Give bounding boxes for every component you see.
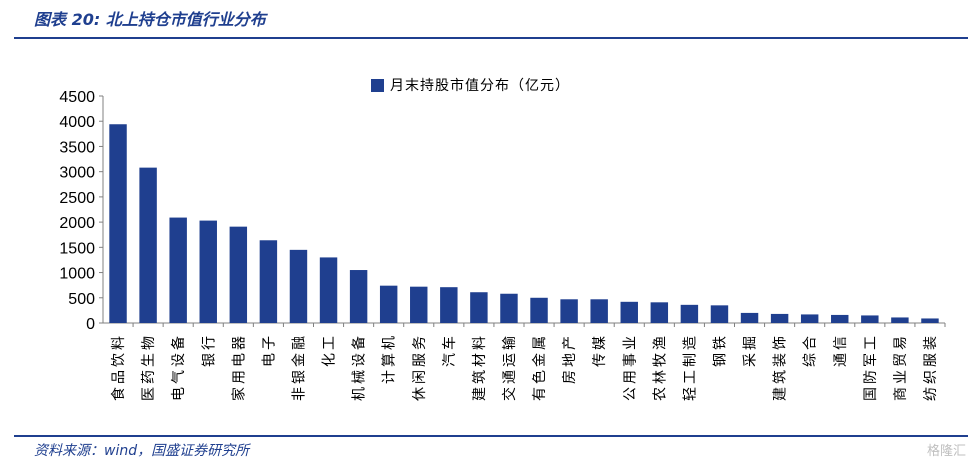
x-tick-label: 房地产 [562, 333, 578, 384]
x-tick-label: 汽车 [441, 333, 458, 367]
bar [470, 292, 488, 323]
x-tick-label: 公用事业 [622, 333, 638, 401]
bar [319, 257, 338, 323]
x-tick-label: 轻工制造 [682, 333, 698, 401]
bar [861, 315, 879, 323]
bar [891, 317, 909, 323]
bar [650, 302, 669, 323]
x-tick-label: 农林牧渔 [652, 333, 668, 401]
bar [831, 314, 849, 323]
bar [530, 297, 548, 323]
bar [259, 240, 278, 323]
x-tick-label: 化工 [322, 333, 338, 367]
bar [109, 124, 127, 323]
bar [349, 270, 368, 323]
x-tick-label: 商业贸易 [893, 333, 909, 401]
x-tick-label: 交通运输 [501, 333, 518, 401]
chart-legend: 月末持股市值分布（亿元） [371, 75, 570, 95]
y-tick-label: 1000 [59, 266, 95, 283]
y-tick-label: 500 [68, 291, 95, 308]
bar [379, 285, 398, 323]
x-tick-label: 机械设备 [351, 333, 368, 401]
bar [800, 314, 819, 323]
bar [199, 220, 217, 323]
bar [410, 286, 428, 323]
y-tick-label: 3500 [59, 139, 95, 156]
watermark: 格隆汇 [926, 444, 966, 459]
bar [680, 304, 699, 323]
legend-swatch [371, 78, 384, 92]
footer-rule [14, 435, 968, 437]
x-tick-label: 电子 [261, 333, 277, 367]
y-tick-label: 2000 [59, 215, 95, 232]
x-tick-label: 建筑装饰 [773, 333, 789, 401]
x-tick-label: 计算机 [382, 333, 398, 384]
source-note: 资料来源：wind，国盛证券研究所 [34, 443, 250, 459]
y-tick-label: 3000 [59, 165, 95, 182]
bar [740, 312, 759, 323]
x-tick-label: 银行 [201, 333, 217, 367]
y-tick-label: 4500 [59, 89, 95, 106]
x-tick-label: 综合 [803, 333, 819, 367]
bar [440, 287, 458, 323]
x-tick-label: 休闲服务 [412, 333, 428, 401]
bar [710, 305, 729, 323]
bar [500, 293, 518, 323]
figure-title: 图表 20: 北上持仓市值行业分布 [34, 10, 266, 29]
x-tick-label: 钢铁 [712, 333, 728, 367]
x-tick-label: 有色金属 [531, 333, 548, 401]
y-tick-label: 2500 [59, 190, 95, 207]
y-tick-label: 1500 [59, 240, 95, 257]
bar [229, 226, 248, 323]
bar [770, 313, 789, 323]
bar [139, 167, 157, 323]
bar [590, 299, 608, 323]
y-tick-label: 0 [86, 316, 95, 333]
legend-label: 月末持股市值分布（亿元） [390, 78, 570, 94]
bar [620, 301, 638, 323]
header-rule [14, 37, 968, 39]
x-tick-label: 食品饮料 [110, 333, 127, 401]
x-tick-label: 纺织服装 [923, 333, 939, 401]
bar [560, 299, 578, 323]
x-tick-label: 采掘 [743, 333, 759, 367]
x-tick-label: 国防军工 [863, 333, 879, 401]
x-tick-label: 电气设备 [170, 333, 187, 401]
x-tick-label: 医药生物 [141, 333, 157, 401]
x-tick-label: 通信 [833, 333, 849, 367]
y-tick-label: 4000 [59, 114, 95, 131]
x-tick-label: 家用电器 [230, 333, 247, 401]
x-tick-label: 传媒 [592, 333, 608, 367]
bar [169, 217, 187, 323]
bar [921, 318, 939, 323]
x-tick-label: 非银金融 [291, 333, 307, 401]
bar [289, 249, 308, 323]
x-tick-label: 建筑材料 [472, 333, 488, 401]
